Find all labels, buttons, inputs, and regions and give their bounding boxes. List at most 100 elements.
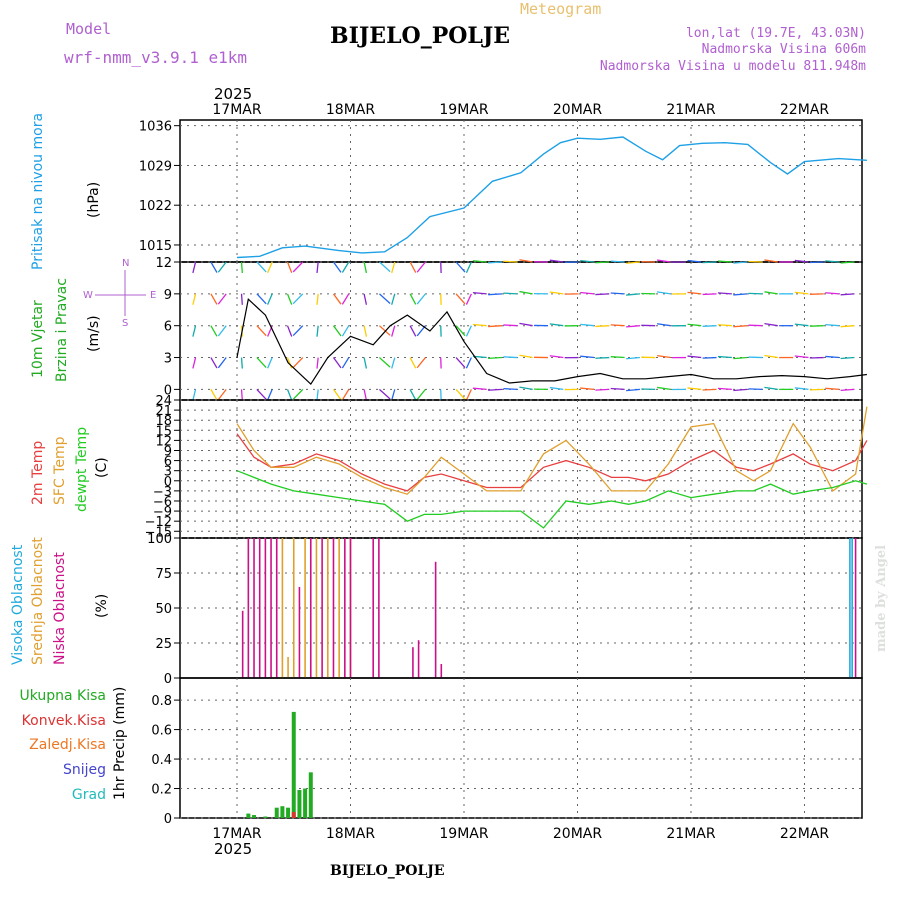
wind-arrow [292,293,304,305]
y-tick-label: −9 [153,505,172,520]
wind-arrow [549,355,564,359]
wind-arrow [409,389,417,401]
wind-arrow [455,293,466,305]
wind-arrow [687,387,702,391]
wind-arrow [595,293,610,296]
wind-arrow [702,388,717,391]
wind-arrow [580,260,595,263]
wind-arrow [764,259,778,263]
wind-arrow [472,387,487,391]
year-label-bottom: 2025 [214,840,252,858]
cloud-axis-label-3: Niska Oblacnost [52,552,68,665]
wind-compass-icon: N W E S [83,258,156,329]
wind-arrow [379,261,391,273]
wind-arrow [717,260,732,263]
wind-arrow [316,325,319,337]
page-title: BIJELO_POLJE [330,23,510,49]
wind-arrow [717,355,732,359]
legend-total-rain: Ukupna Kisa [19,688,106,704]
wind-arrow [472,323,487,327]
wind-arrow [391,261,396,274]
wind-arrow [363,325,368,337]
wind-arrow [519,290,533,295]
year-label-top: 2025 [214,85,252,103]
temp-axis-label-2: SFC Temp [52,436,68,505]
wind-arrow [657,323,671,327]
wind-arrow [717,387,732,391]
y-tick-label: 100 [147,532,172,547]
wind-arrow [379,388,391,400]
pressure-unit: (hPa) [86,182,102,218]
wind-unit: (m/s) [86,315,102,352]
wind-arrow [416,388,426,400]
wind-arrow [472,291,487,295]
wind-arrow [465,261,472,273]
wind-arrow [840,261,855,264]
day-label-top: 19MAR [439,102,488,118]
y-tick-label: 3 [164,465,172,480]
day-label-bottom: 17MAR [212,826,261,842]
y-tick-label: 0 [164,383,172,398]
wind-arrow [626,388,640,392]
precip-unit: 1hr Precip (mm) [112,687,128,800]
panel-frame [179,119,863,263]
wind-arrow [840,388,855,392]
temp-2m-line [236,433,868,492]
wind-arrow [687,259,702,263]
wind-arrow [192,389,197,401]
wind-arrow [472,260,487,263]
wind-arrow [363,293,368,305]
convective-rain-bar [291,812,296,818]
cloud-axis-label-2: Srednja Oblacnost [30,537,46,665]
wind-arrow [391,389,396,401]
wind-arrow [210,389,218,401]
wind-arrow [488,261,503,264]
wind-arrow [217,357,227,369]
y-tick-label: 0.6 [151,724,172,739]
footer-title: BIJELO_POLJE [330,863,445,879]
total-rain-bar [263,816,268,818]
wind-arrow [733,325,748,328]
wind-arrow [610,356,625,359]
total-rain-bar [303,788,308,818]
wind-arrow [764,291,778,295]
wind-arrow [455,325,466,337]
panel-frame [179,399,863,539]
model-elevation-text: Nadmorska Visina u modelu 811.948m [600,59,866,74]
y-tick-label: 1015 [139,239,172,254]
wind-arrow [379,293,391,304]
y-tick-label: 9 [164,288,172,303]
y-tick-label: 0.8 [151,694,172,709]
wind-arrow [267,357,273,369]
legend-freezing-rain: Zaledj.Kisa [29,737,106,753]
wind-arrow [840,356,855,360]
wind-arrow [549,259,564,263]
wind-arrow [391,357,396,369]
wind-arrow [341,261,350,273]
wind-arrow [240,261,243,274]
wind-arrow [332,325,342,337]
wind-arrow [363,389,368,401]
y-tick-label: 75 [155,567,172,582]
pressure-panel: 1015 1022 1029 1036 [139,119,867,263]
y-tick-label: 0.4 [151,753,172,768]
wind-arrow [409,261,417,273]
wind-arrow [794,355,809,359]
wind-arrow [702,261,717,264]
wind-arrow [610,260,625,263]
wind-arrow [409,325,417,337]
wind-arrow [794,323,809,327]
top-day-labels: 17MAR 18MAR 19MAR 20MAR 21MAR 22MAR [212,102,829,118]
wind-arrow [217,325,227,337]
wind-arrow [465,293,472,305]
panel-frame [179,261,863,401]
wind-arrow [733,356,748,360]
y-tick-label: 3 [164,352,172,367]
wind-arrow [286,293,293,305]
wind-arrow [316,293,319,305]
y-tick-label: 25 [155,637,172,652]
day-label-bottom: 20MAR [553,826,602,842]
wind-arrow [794,387,809,391]
wind-arrow [733,388,748,392]
